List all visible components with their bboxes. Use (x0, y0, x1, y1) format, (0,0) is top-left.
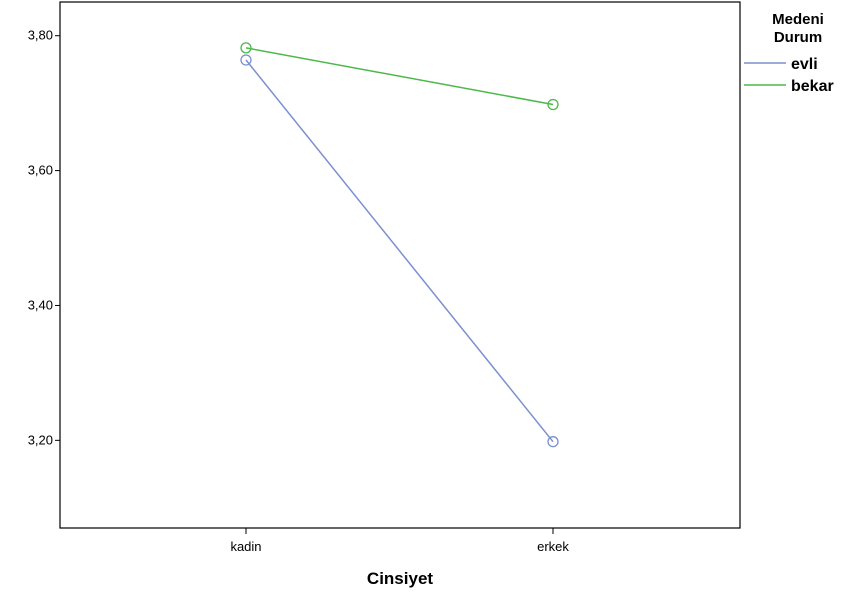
x-tick-label: erkek (537, 539, 569, 554)
y-tick-label: 3,20 (28, 432, 53, 447)
x-axis: kadin erkek (230, 528, 569, 554)
series-layer (240, 42, 559, 448)
data-point-evli (240, 54, 252, 66)
legend-label-evli: evli (791, 56, 818, 73)
series-line-bekar (245, 47, 554, 106)
data-point-bekar (240, 42, 252, 54)
legend-title-line2: Durum (774, 29, 822, 46)
y-tick-label: 3,80 (28, 28, 53, 43)
data-point-evli (547, 436, 559, 448)
legend-title-line1: Medeni (772, 11, 824, 28)
y-tick-label: 3,60 (28, 163, 53, 178)
x-axis-title: Cinsiyet (367, 569, 433, 588)
y-tick-label: 3,40 (28, 297, 53, 312)
legend-items: evli bekar (744, 56, 834, 95)
y-axis: 3,80 3,60 3,40 3,20 (28, 28, 60, 447)
data-point-bekar (547, 98, 559, 111)
plot-area (59, 1, 741, 529)
series-line-evli (245, 59, 554, 443)
legend: Medeni Durum evli bekar (744, 11, 834, 95)
x-tick-label: kadin (230, 539, 261, 554)
legend-label-bekar: bekar (791, 78, 834, 95)
